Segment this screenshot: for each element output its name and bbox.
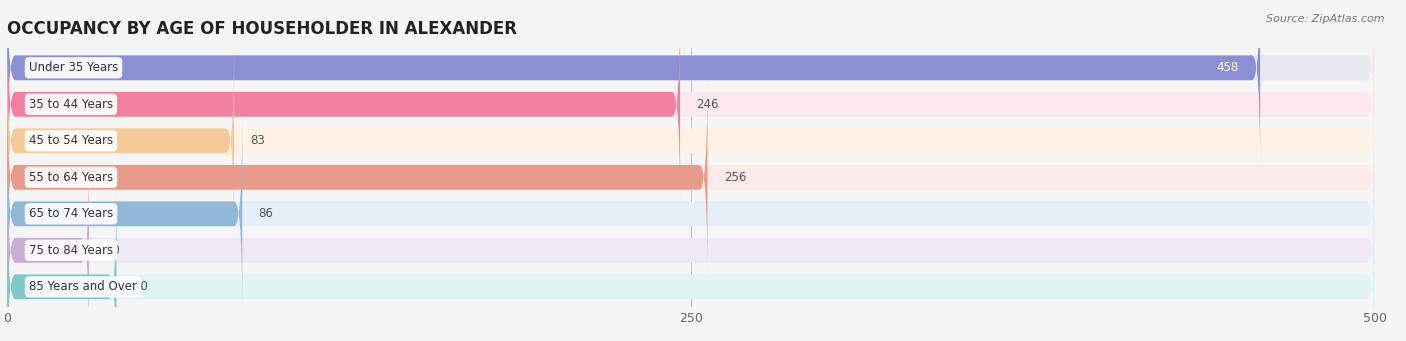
Text: 30: 30	[105, 244, 121, 257]
FancyBboxPatch shape	[7, 117, 1375, 311]
Text: 246: 246	[696, 98, 718, 111]
FancyBboxPatch shape	[7, 153, 1375, 341]
Text: 458: 458	[1216, 61, 1239, 74]
Text: 75 to 84 Years: 75 to 84 Years	[30, 244, 112, 257]
Text: Source: ZipAtlas.com: Source: ZipAtlas.com	[1267, 14, 1385, 24]
FancyBboxPatch shape	[7, 190, 1375, 341]
FancyBboxPatch shape	[7, 80, 707, 275]
Text: 256: 256	[724, 171, 747, 184]
FancyBboxPatch shape	[7, 7, 681, 202]
Text: 85 Years and Over: 85 Years and Over	[30, 280, 136, 293]
Text: 65 to 74 Years: 65 to 74 Years	[30, 207, 112, 220]
FancyBboxPatch shape	[7, 80, 1375, 275]
FancyBboxPatch shape	[7, 0, 1260, 165]
Text: 86: 86	[259, 207, 274, 220]
Text: OCCUPANCY BY AGE OF HOUSEHOLDER IN ALEXANDER: OCCUPANCY BY AGE OF HOUSEHOLDER IN ALEXA…	[7, 20, 517, 38]
Text: 45 to 54 Years: 45 to 54 Years	[30, 134, 112, 147]
Text: Under 35 Years: Under 35 Years	[30, 61, 118, 74]
FancyBboxPatch shape	[7, 44, 1375, 238]
Text: 35 to 44 Years: 35 to 44 Years	[30, 98, 112, 111]
FancyBboxPatch shape	[7, 44, 235, 238]
FancyBboxPatch shape	[7, 190, 117, 341]
Text: 83: 83	[250, 134, 266, 147]
Text: 55 to 64 Years: 55 to 64 Years	[30, 171, 112, 184]
Text: 40: 40	[134, 280, 148, 293]
FancyBboxPatch shape	[7, 7, 1375, 202]
FancyBboxPatch shape	[7, 153, 89, 341]
FancyBboxPatch shape	[7, 117, 242, 311]
FancyBboxPatch shape	[7, 0, 1375, 165]
